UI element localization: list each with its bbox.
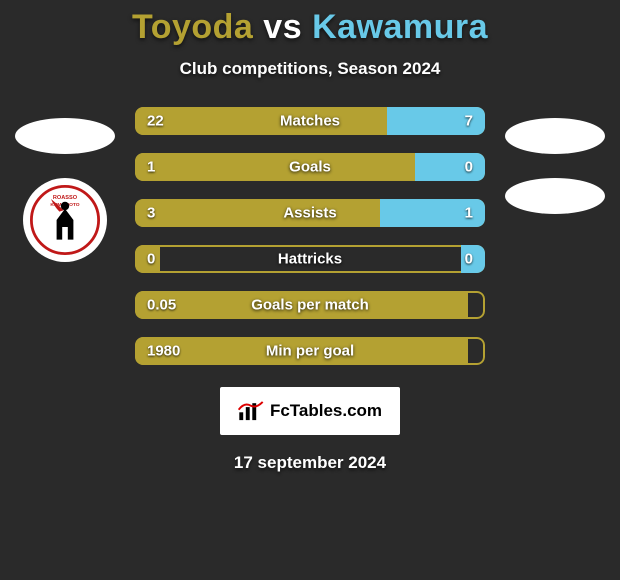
player1-photo-placeholder [15,118,115,154]
stat-left-value: 0.05 [147,297,176,314]
stat-label: Goals per match [251,297,369,314]
svg-text:ROASSO: ROASSO [53,195,78,201]
roasso-kumamoto-badge-icon: ROASSO KUMAMOTO [30,185,100,255]
fctables-logo: FcTables.com [220,387,400,435]
stat-right-value: 0 [465,159,473,176]
stat-left-value: 1980 [147,343,180,360]
stat-left-value: 0 [147,251,155,268]
subtitle: Club competitions, Season 2024 [180,59,441,79]
player1-team-badge: ROASSO KUMAMOTO [23,178,107,262]
stat-row: 3 1 Assists [135,199,485,227]
left-profile-column: ROASSO KUMAMOTO [10,118,120,262]
date-line: 17 september 2024 [234,453,386,473]
page-title: Toyoda vs Kawamura [132,8,488,47]
player2-team-badge-placeholder [505,178,605,214]
stat-row: 22 7 Matches [135,107,485,135]
bar-chart-icon [238,400,264,422]
stat-label: Matches [280,113,340,130]
stat-row: 0.05 Goals per match [135,291,485,319]
comparison-infographic: Toyoda vs Kawamura Club competitions, Se… [0,0,620,580]
stats-bars: 22 7 Matches 1 0 Goals 3 1 Assists 0 0 Hattricks 0.0… [135,107,485,365]
player2-name: Kawamura [312,8,488,46]
player1-name: Toyoda [132,8,253,46]
right-profile-column [500,118,610,214]
stat-left-value: 3 [147,205,155,222]
stat-label: Min per goal [266,343,354,360]
stat-left-value: 22 [147,113,164,130]
vs-separator: vs [263,8,302,46]
stat-label: Assists [283,205,336,222]
fctables-label: FcTables.com [270,401,382,421]
stat-left-value: 1 [147,159,155,176]
stat-right-value: 0 [465,251,473,268]
stat-label: Goals [289,159,331,176]
stat-row: 0 0 Hattricks [135,245,485,273]
stat-row: 1980 Min per goal [135,337,485,365]
player2-photo-placeholder [505,118,605,154]
stat-label: Hattricks [278,251,342,268]
stat-row: 1 0 Goals [135,153,485,181]
stat-right-value: 7 [465,113,473,130]
stat-right-value: 1 [465,205,473,222]
